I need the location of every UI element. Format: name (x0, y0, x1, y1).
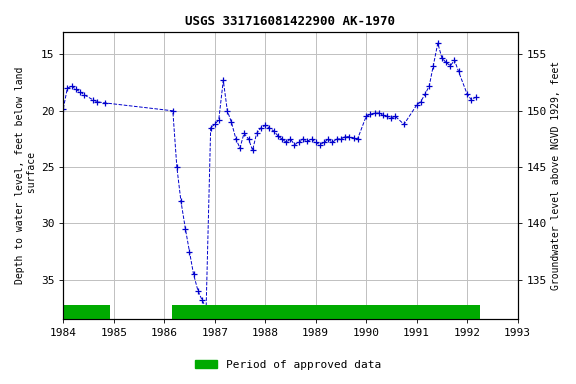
Legend: Period of approved data: Period of approved data (191, 356, 385, 375)
Title: USGS 331716081422900 AK-1970: USGS 331716081422900 AK-1970 (185, 15, 396, 28)
Y-axis label: Depth to water level, feet below land
 surface: Depth to water level, feet below land su… (15, 67, 37, 284)
Y-axis label: Groundwater level above NGVD 1929, feet: Groundwater level above NGVD 1929, feet (551, 61, 561, 290)
